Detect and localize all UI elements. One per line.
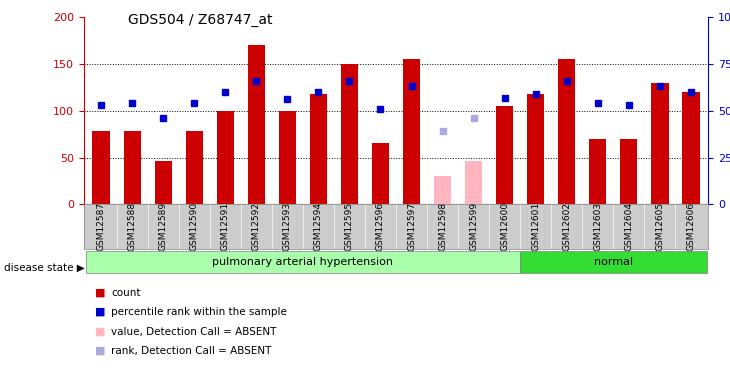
Text: GSM12606: GSM12606	[686, 202, 696, 251]
Bar	[372, 144, 389, 204]
Text: ■: ■	[95, 288, 105, 297]
Bar	[310, 94, 327, 204]
Bar	[403, 59, 420, 204]
Text: GSM12590: GSM12590	[190, 202, 199, 251]
Bar	[651, 82, 669, 204]
Bar	[589, 139, 607, 204]
Bar	[217, 111, 234, 204]
Bar	[93, 131, 110, 204]
Text: GSM12587: GSM12587	[96, 202, 106, 251]
Bar	[434, 176, 451, 204]
Text: GSM12600: GSM12600	[500, 202, 510, 251]
Text: GSM12604: GSM12604	[624, 202, 634, 251]
Text: GSM12589: GSM12589	[158, 202, 168, 251]
Bar	[558, 59, 575, 204]
Bar	[465, 161, 483, 204]
Text: GSM12602: GSM12602	[562, 202, 572, 251]
Text: GSM12593: GSM12593	[283, 202, 292, 251]
Text: ■: ■	[95, 307, 105, 317]
Bar	[247, 45, 265, 204]
Text: GSM12605: GSM12605	[656, 202, 664, 251]
Bar	[520, 251, 707, 273]
Text: GSM12595: GSM12595	[345, 202, 354, 251]
Text: GDS504 / Z68747_at: GDS504 / Z68747_at	[128, 13, 272, 27]
Bar	[279, 111, 296, 204]
Text: disease state ▶: disease state ▶	[4, 263, 85, 273]
Bar	[527, 94, 545, 204]
Text: GSM12588: GSM12588	[128, 202, 137, 251]
Text: ■: ■	[95, 346, 105, 356]
Bar	[496, 106, 513, 204]
Text: GSM12601: GSM12601	[531, 202, 540, 251]
Bar	[123, 131, 141, 204]
Text: GSM12591: GSM12591	[220, 202, 230, 251]
Bar	[155, 161, 172, 204]
Text: percentile rank within the sample: percentile rank within the sample	[111, 307, 287, 317]
Text: rank, Detection Call = ABSENT: rank, Detection Call = ABSENT	[111, 346, 272, 356]
Bar	[185, 131, 203, 204]
Bar	[341, 64, 358, 204]
Text: GSM12599: GSM12599	[469, 202, 478, 251]
Text: GSM12594: GSM12594	[314, 202, 323, 251]
Bar	[85, 251, 520, 273]
Text: normal: normal	[593, 256, 633, 267]
Text: GSM12603: GSM12603	[593, 202, 602, 251]
Text: GSM12598: GSM12598	[438, 202, 447, 251]
Bar	[683, 92, 699, 204]
Text: count: count	[111, 288, 140, 297]
Text: ■: ■	[95, 327, 105, 336]
Text: value, Detection Call = ABSENT: value, Detection Call = ABSENT	[111, 327, 277, 336]
Text: GSM12596: GSM12596	[376, 202, 385, 251]
Text: GSM12597: GSM12597	[407, 202, 416, 251]
Bar	[620, 139, 637, 204]
Text: pulmonary arterial hypertension: pulmonary arterial hypertension	[212, 256, 393, 267]
Text: GSM12592: GSM12592	[252, 202, 261, 251]
